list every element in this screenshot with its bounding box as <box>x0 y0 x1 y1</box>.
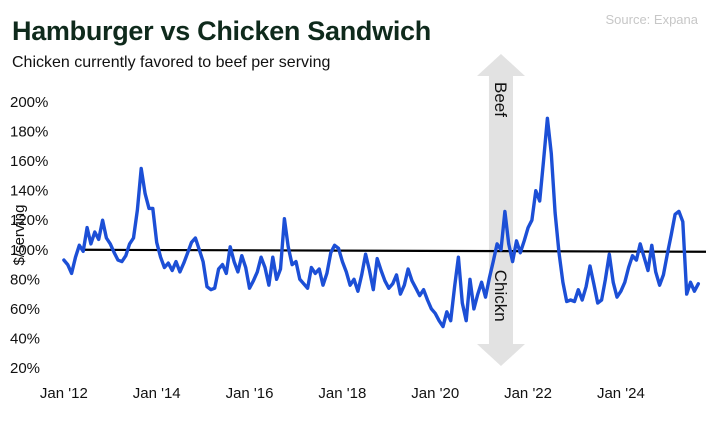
annotation-arrow-head-up <box>476 54 525 76</box>
series-line <box>62 116 700 329</box>
x-tick-label: Jan '12 <box>40 385 88 402</box>
source-note: Source: Expana <box>605 12 698 27</box>
y-tick-label: 120% <box>10 212 48 229</box>
annotation-arrow-head-down <box>476 344 525 366</box>
y-tick-label: 140% <box>10 183 48 200</box>
y-tick-label: 80% <box>10 271 40 288</box>
x-tick-label: Jan '16 <box>226 385 274 402</box>
annotation-label-chicken: Chickn <box>491 270 510 322</box>
chart-subtitle: Chicken currently favored to beef per se… <box>12 54 331 71</box>
annotation-arrow-shaft <box>488 76 513 344</box>
y-tick-label: 200% <box>10 94 48 111</box>
chart-title: Hamburger vs Chicken Sandwich <box>12 16 431 46</box>
x-tick-label: Jan '22 <box>504 385 552 402</box>
annotation-label-beef: Beef <box>491 82 510 117</box>
y-tick-label: 100% <box>10 242 48 259</box>
y-tick-label: 180% <box>10 124 48 141</box>
x-tick-label: Jan '18 <box>318 385 366 402</box>
annotation-labels: Beef Chickn <box>491 82 510 322</box>
x-axis-ticks: Jan '12 Jan '14 Jan '16 Jan '18 Jan '20 Jan '… <box>40 385 645 402</box>
y-tick-label: 40% <box>10 330 40 347</box>
y-tick-label: 60% <box>10 301 40 318</box>
y-axis-label: $/serving <box>11 205 28 266</box>
y-tick-label: 160% <box>10 153 48 170</box>
reference-line-100 <box>81 248 707 253</box>
x-tick-label: Jan '24 <box>597 385 645 402</box>
annotation-layer <box>476 54 525 366</box>
y-tick-label: 20% <box>10 360 40 377</box>
y-axis-ticks: 20% 40% 60% 80% 100% 120% 140% 160% 180% 200% <box>10 94 48 377</box>
x-tick-label: Jan '14 <box>133 385 181 402</box>
x-tick-label: Jan '20 <box>411 385 459 402</box>
